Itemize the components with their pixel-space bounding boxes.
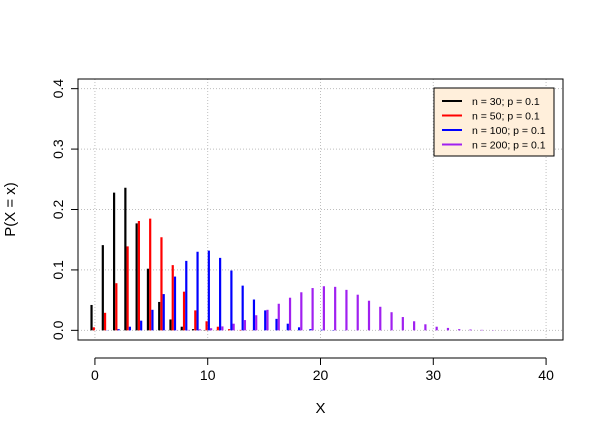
y-tick-label: 0.4 [50,79,66,99]
y-tick-label: 0.1 [50,260,66,280]
x-tick-label: 10 [200,367,216,383]
series-4 [164,286,551,331]
x-tick-label: 30 [426,367,442,383]
y-axis: 0.0 0.1 0.2 0.3 0.4 [50,79,79,340]
y-tick-label: 0.0 [50,320,66,340]
series-2 [92,218,253,331]
x-tick-label: 20 [313,367,329,383]
x-axis: 0 10 20 30 40 [91,357,554,383]
series-1 [90,187,217,331]
y-tick-label: 0.2 [50,200,66,220]
series-3 [94,250,357,331]
x-tick-label: 0 [91,367,99,383]
y-tick-label: 0.3 [50,139,66,159]
y-axis-title: P(X = x) [2,182,19,237]
legend-label-2: n = 50; p = 0.1 [472,111,540,123]
x-axis-title: X [315,400,325,417]
legend-label-4: n = 200; p = 0.1 [472,140,546,152]
legend-label-1: n = 30; p = 0.1 [472,96,540,108]
plot-bars [90,187,551,331]
legend: n = 30; p = 0.1 n = 50; p = 0.1 n = 100; p… [433,87,555,157]
x-tick-label: 40 [538,367,554,383]
legend-label-3: n = 100; p = 0.1 [472,125,546,137]
